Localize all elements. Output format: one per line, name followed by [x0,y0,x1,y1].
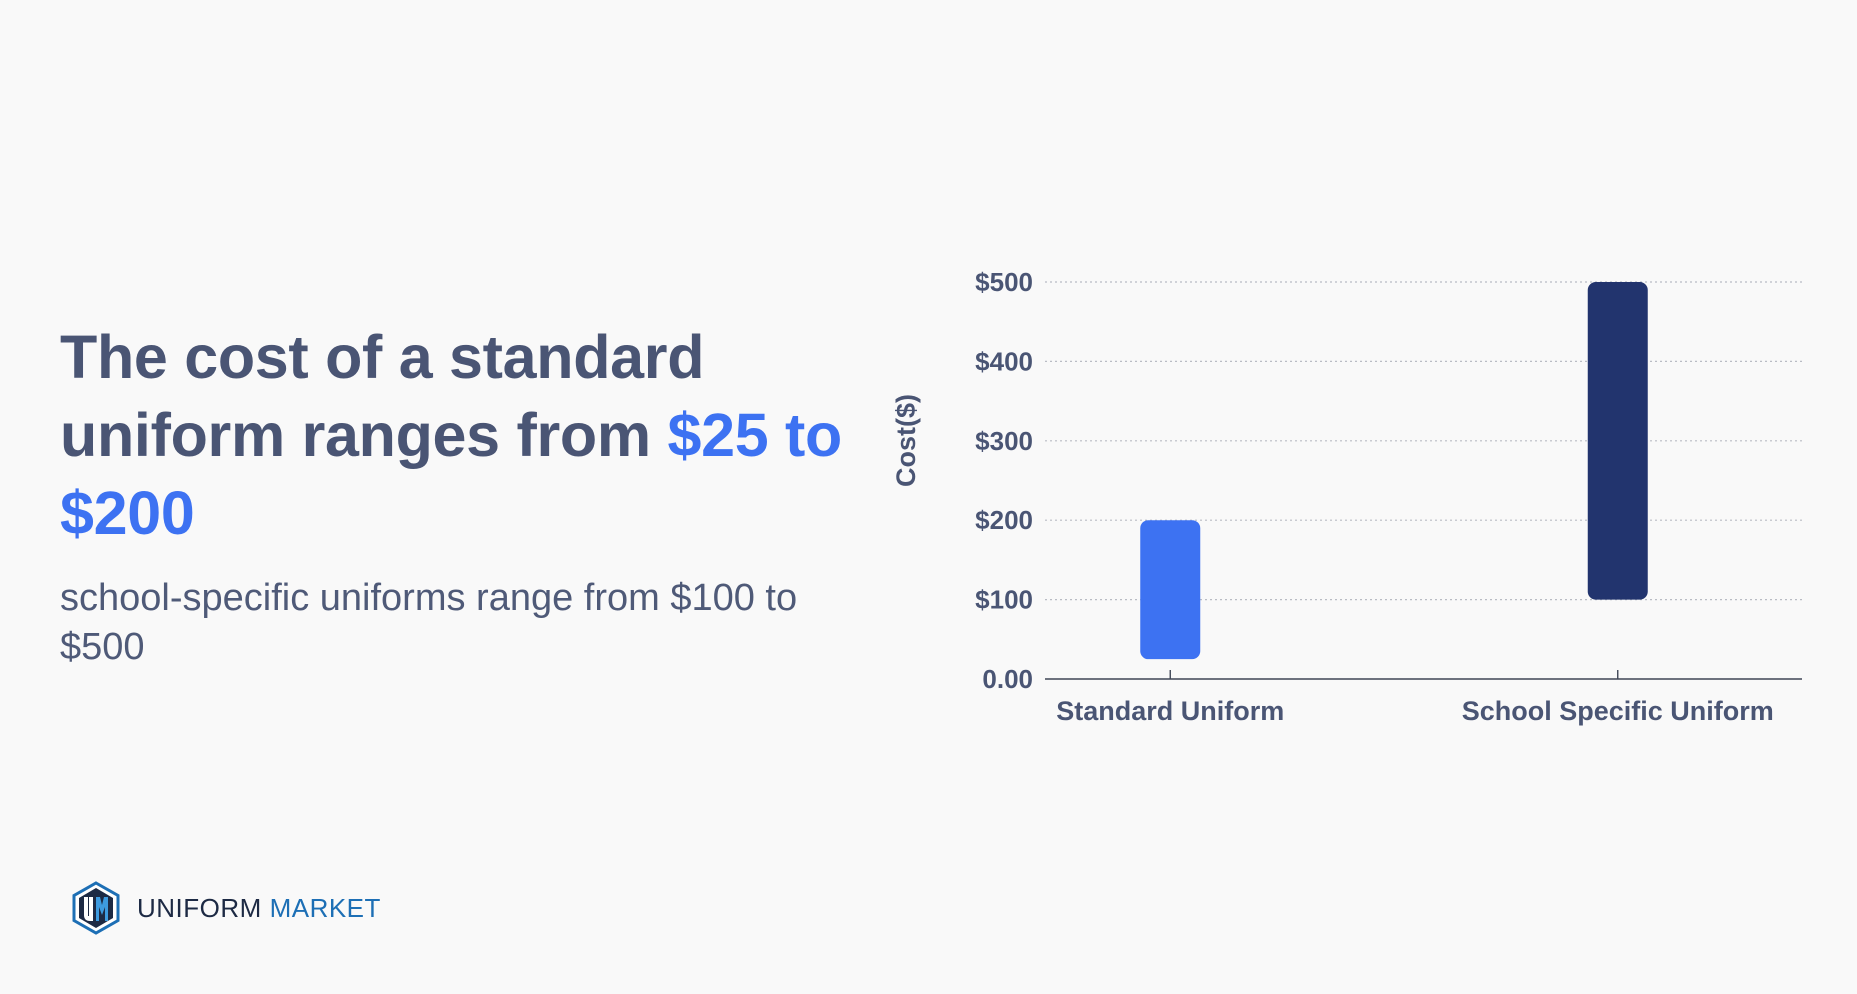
headline-text: The cost of a standard uniform ranges fr… [60,323,705,469]
y-tick-label: 0.00 [982,664,1033,694]
brand-word-market: MARKET [269,892,381,923]
subheadline: school-specific uniforms range from $100… [60,577,798,668]
y-tick-label: $500 [975,267,1033,297]
y-tick-label: $200 [975,505,1033,535]
brand-logo: UNIFORM MARKET [71,881,381,935]
headline-highlight: $25 to $200 [60,401,842,547]
uniform-market-logo-icon [72,881,120,935]
y-tick-label: $400 [975,346,1033,376]
chart-svg: 0.00 $100 $200 $300 $400 $500 Standard Uniform… [891,267,1802,726]
headline: The cost of a standard uniform ranges fr… [60,318,850,552]
chart-bars [1140,282,1648,660]
y-tick-label: $100 [975,585,1033,615]
x-tick-label: School Specific Uniform [1462,696,1774,726]
chart-axes: 0.00 $100 $200 $300 $400 $500 Standard Uniform… [975,267,1802,726]
y-tick-label: $300 [975,426,1033,456]
cost-range-chart: 0.00 $100 $200 $300 $400 $500 Standard Uniform… [880,240,1815,745]
brand-word-uniform: UNIFORM [137,892,262,923]
x-tick-label: Standard Uniform [1056,696,1284,726]
brand-name: UNIFORM MARKET [137,893,381,924]
range-bar-school-specific-uniform [1587,282,1648,600]
y-axis-label: Cost($) [891,394,921,487]
range-bar-standard-uniform [1140,520,1201,660]
